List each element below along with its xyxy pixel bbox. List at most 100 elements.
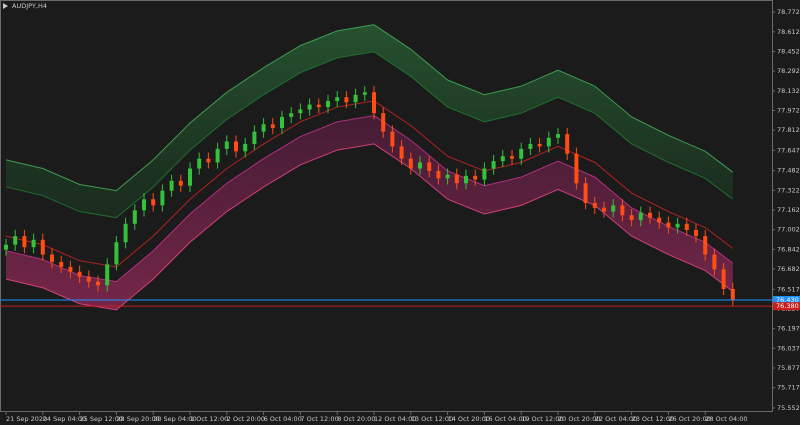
candle-body <box>132 210 137 224</box>
x-tick-label: 26 Oct 20:00 <box>668 415 710 423</box>
candle-body <box>510 156 514 159</box>
candle-body <box>648 212 652 218</box>
x-tick-label: 23 Oct 12:00 <box>632 415 674 423</box>
candle-body <box>22 236 27 248</box>
y-tick-label: 76.682 <box>777 265 800 273</box>
candle-body <box>546 137 551 147</box>
candle-body <box>372 92 376 114</box>
candle-body <box>611 205 616 212</box>
candle-body <box>694 229 698 237</box>
band-line <box>5 51 734 219</box>
candle-body <box>123 223 128 243</box>
candle-body <box>583 183 588 203</box>
candle-body <box>528 143 533 149</box>
candle-body <box>4 244 8 250</box>
candle-body <box>197 158 202 169</box>
title-icon <box>3 3 8 9</box>
candle-body <box>316 104 321 108</box>
candle-body <box>418 162 422 169</box>
candle-body <box>473 175 478 180</box>
candle-body <box>427 162 432 171</box>
candle-body <box>68 266 73 272</box>
candle-body <box>712 254 717 270</box>
candle-body <box>362 92 367 95</box>
band-fill <box>6 24 733 218</box>
candle-body <box>464 175 468 184</box>
x-tick-label: 19 Oct 12:00 <box>521 415 563 423</box>
chart-title: AUDJPY,H4 <box>12 2 47 10</box>
candle-body <box>565 134 570 154</box>
candle-body <box>684 223 689 230</box>
candle-body <box>105 264 110 286</box>
candle-body <box>445 174 450 179</box>
candle-body <box>454 174 459 184</box>
y-tick-label: 75.552 <box>777 404 800 412</box>
candle-body <box>482 168 487 180</box>
candle-body <box>491 161 496 169</box>
y-tick-label: 78.132 <box>777 87 800 95</box>
x-tick-label: 21 Sep 2020 <box>6 415 47 423</box>
x-tick-label: 8 Oct 20:00 <box>337 415 375 423</box>
candle-body <box>620 205 625 216</box>
candle-body <box>556 134 560 138</box>
candle-body <box>381 113 386 132</box>
y-tick-label: 76.037 <box>777 344 800 352</box>
candle-body <box>537 143 542 147</box>
candle-body <box>13 236 18 245</box>
candle-body <box>335 97 340 101</box>
candle-body <box>40 239 45 255</box>
candle-body <box>307 104 312 110</box>
candle-body <box>602 207 606 212</box>
y-tick-label: 77.002 <box>777 226 800 234</box>
y-tick-label: 78.612 <box>777 28 800 36</box>
candle-body <box>188 168 192 186</box>
y-tick-label: 77.647 <box>777 146 800 154</box>
candle-body <box>500 156 505 162</box>
y-tick-label: 77.972 <box>777 106 800 114</box>
candle-body <box>243 143 248 152</box>
price-label: 76.430 <box>776 296 799 304</box>
candle-body <box>326 100 330 108</box>
candle-body <box>344 97 349 103</box>
price-label: 76.380 <box>776 302 799 310</box>
x-tick-label: 24 Sep 04:00 <box>43 415 86 423</box>
candle-body <box>77 271 82 277</box>
candle-body <box>224 141 229 149</box>
y-tick-label: 78.772 <box>777 8 800 16</box>
candle-body <box>252 131 257 144</box>
candle-body <box>280 116 284 128</box>
candle-body <box>666 222 671 228</box>
candle-body <box>519 148 524 159</box>
x-tick-label: 13 Oct 12:00 <box>411 415 453 423</box>
candle-body <box>160 190 165 206</box>
candle-body <box>234 141 238 152</box>
x-tick-label: 28 Oct 04:00 <box>705 415 747 423</box>
band-line <box>5 24 734 192</box>
candle-body <box>574 153 579 184</box>
candle-body <box>298 109 303 114</box>
candle-body <box>675 223 680 228</box>
y-tick-label: 76.197 <box>777 325 800 333</box>
candle-body <box>353 94 358 103</box>
y-tick-label: 78.452 <box>777 48 800 56</box>
candle-body <box>270 124 275 128</box>
y-tick-label: 77.322 <box>777 186 800 194</box>
candle-body <box>399 146 404 159</box>
y-tick-label: 76.842 <box>777 245 800 253</box>
y-tick-label: 75.877 <box>777 364 800 372</box>
x-tick-label: 6 Oct 04:00 <box>264 415 302 423</box>
candle-body <box>151 199 156 206</box>
candle-body <box>96 281 100 286</box>
candle-body <box>638 212 643 221</box>
x-tick-label: 16 Oct 04:00 <box>484 415 526 423</box>
y-tick-label: 77.482 <box>777 167 800 175</box>
candle-body <box>408 158 413 169</box>
x-tick-label: 14 Oct 20:00 <box>448 415 490 423</box>
plot-frame <box>0 0 773 412</box>
y-tick-label: 77.162 <box>777 206 800 214</box>
y-tick-label: 76.517 <box>777 285 800 293</box>
candle-body <box>142 199 146 211</box>
candle-body <box>178 180 183 186</box>
